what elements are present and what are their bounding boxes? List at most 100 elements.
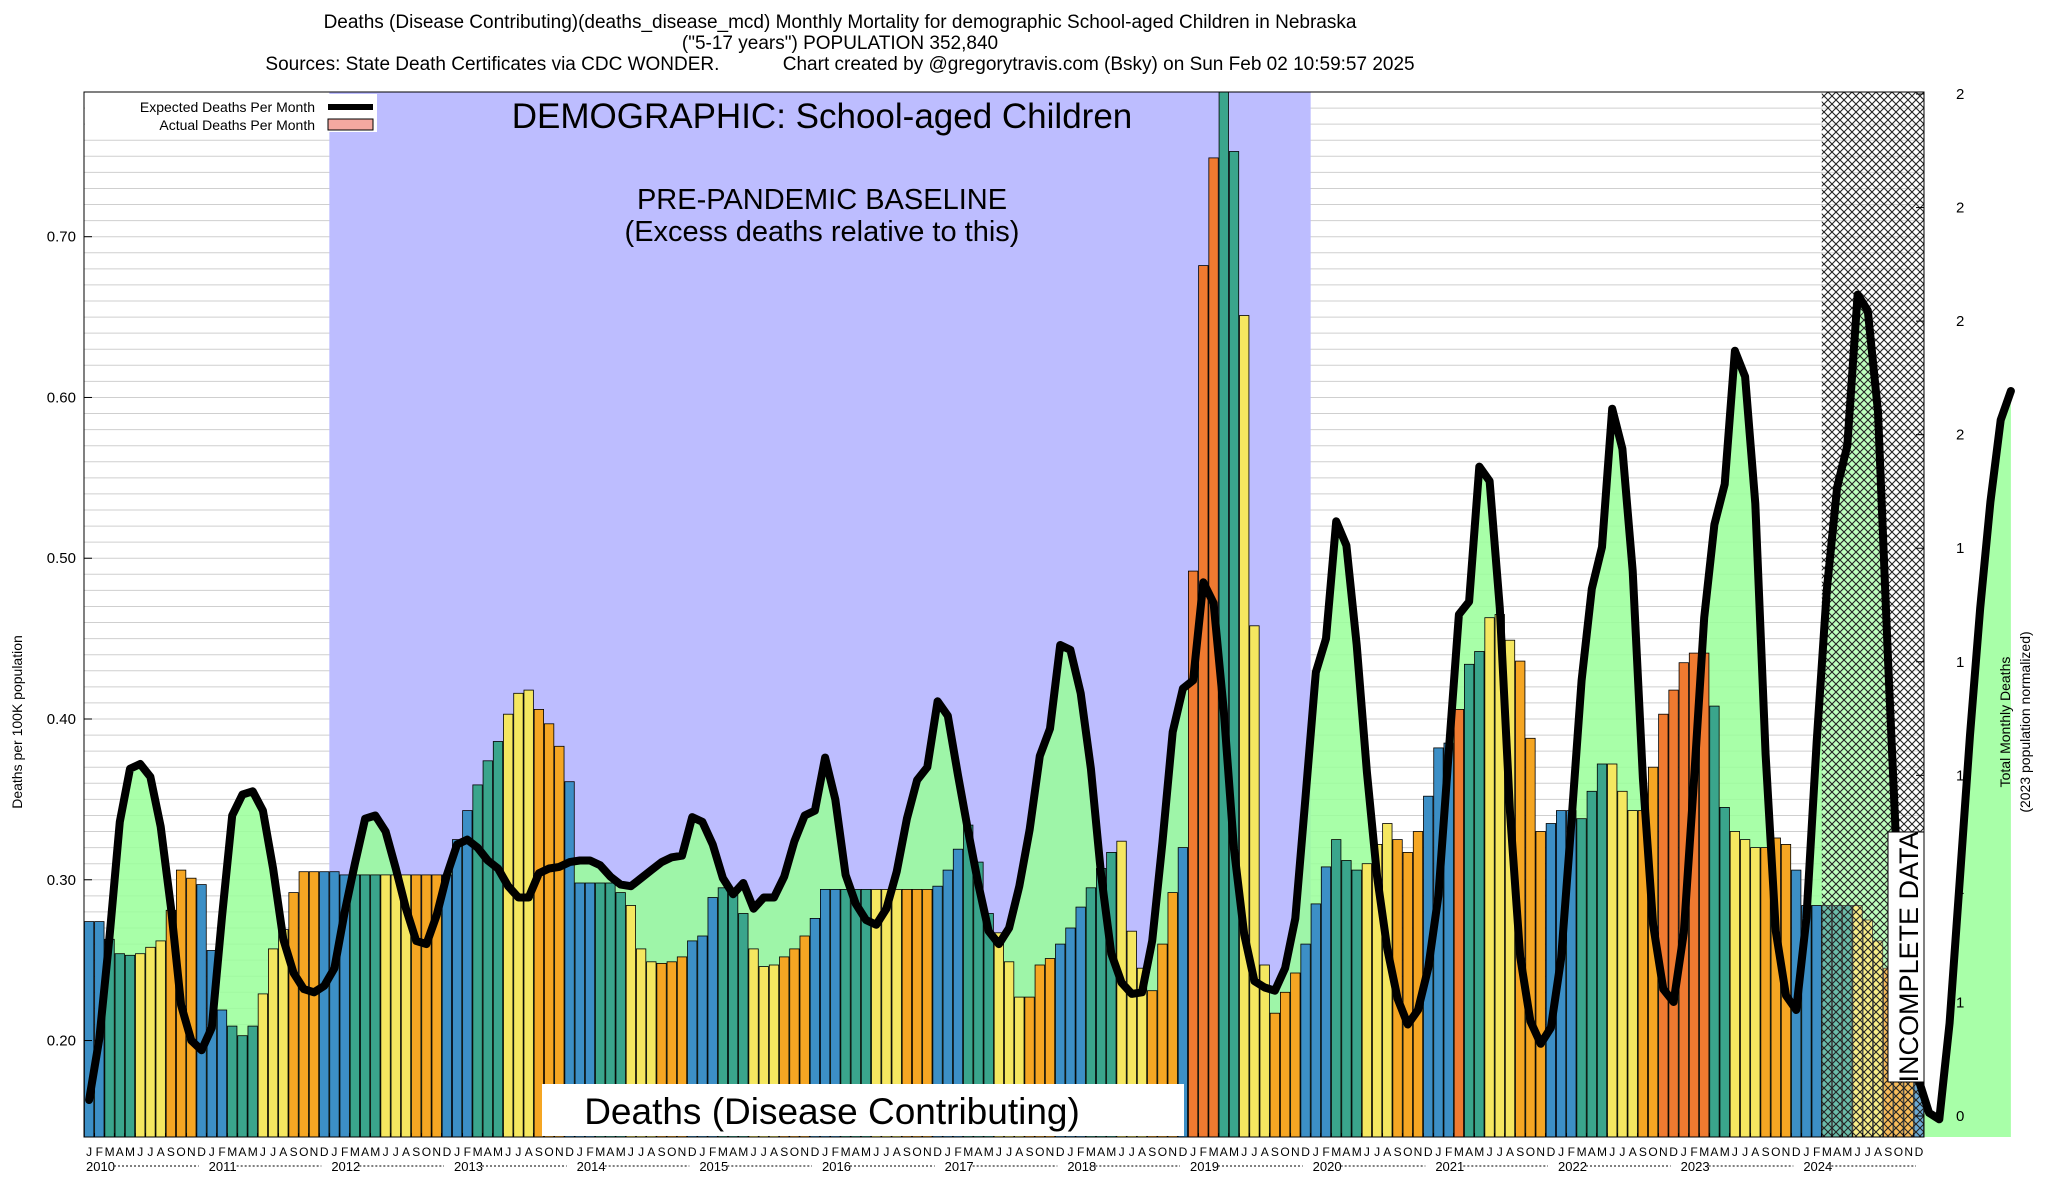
x-month-label: J [751,1145,757,1159]
x-month-label: J [1241,1145,1247,1159]
x-month-label: A [1629,1145,1637,1159]
x-month-label: J [383,1145,389,1159]
x-month-label: A [1383,1145,1391,1159]
actual-bar-2021-5 [1474,651,1485,1138]
actual-bar-2012-5 [370,874,381,1138]
x-month-label: N [310,1145,319,1159]
x-month-label: M [473,1145,483,1159]
actual-bar-2010-5 [124,954,136,1138]
x-month-label: J [1251,1145,1257,1159]
x-month-label: A [852,1145,860,1159]
actual-bar-2023-5 [1719,807,1730,1138]
actual-bar-2012-9 [411,874,422,1138]
x-month-label: J [1742,1145,1748,1159]
x-month-label: D [1056,1145,1065,1159]
x-month-label: D [197,1145,206,1159]
actual-bar-2013-9 [533,709,544,1138]
actual-bar-2021-6 [1484,617,1495,1138]
x-month-label: A [484,1145,492,1159]
actual-bar-2012-1 [329,871,340,1138]
actual-bar-2022-7 [1617,790,1628,1138]
y-tick-label: 0.50 [47,550,76,567]
actual-bar-2020-10 [1402,852,1413,1138]
y-tick-label: 0.30 [47,872,76,889]
chart-sources: Sources: State Death Certificates via CD… [265,54,1415,75]
x-month-label: M [1454,1145,1464,1159]
x-year-label: 2021 [1435,1159,1464,1174]
actual-bar-2022-12 [1668,689,1679,1138]
actual-bar-2012-12 [441,874,452,1138]
x-month-label: N [800,1145,809,1159]
x-month-label: F [832,1145,839,1159]
x-month-label: F [1690,1145,1697,1159]
actual-bar-2023-4 [1709,705,1720,1138]
actual-bar-2012-6 [380,874,391,1138]
x-month-label: F [218,1145,225,1159]
actual-bar-2020-1 [1310,903,1321,1138]
x-month-label: A [729,1145,737,1159]
x-month-label: A [279,1145,287,1159]
x-year-label: 2023 [1681,1159,1710,1174]
x-month-label: J [638,1145,644,1159]
x-month-label: J [1865,1145,1871,1159]
actual-bar-2020-3 [1331,839,1342,1138]
legend-actual-swatch [327,118,374,131]
x-month-label: M [1331,1145,1341,1159]
x-month-label: A [1588,1145,1596,1159]
x-month-label: O [1158,1145,1167,1159]
actual-bar-2011-11 [308,871,320,1138]
x-month-label: J [945,1145,951,1159]
x-month-label: M [1720,1145,1730,1159]
x-month-label: S [1271,1145,1279,1159]
x-year-label: 2024 [1803,1159,1832,1174]
x-month-label: M [1822,1145,1832,1159]
x-month-label: M [1597,1145,1607,1159]
x-month-label: S [1639,1145,1647,1159]
x-month-label: J [331,1145,337,1159]
x-month-label: O [912,1145,921,1159]
x-month-label: J [1119,1145,1125,1159]
x-month-label: A [1261,1145,1269,1159]
actual-bar-2022-6 [1607,763,1618,1138]
actual-bar-2010-7 [145,946,156,1138]
actual-bar-2022-3 [1576,818,1587,1138]
x-month-label: F [341,1145,348,1159]
x-month-label: J [1067,1145,1073,1159]
x-month-label: J [1006,1145,1012,1159]
x-year-label: 2018 [1067,1159,1096,1174]
x-month-label: A [525,1145,533,1159]
x-month-label: F [1445,1145,1452,1159]
x-month-label: J [628,1145,634,1159]
x-month-label: J [883,1145,889,1159]
x-month-label: J [515,1145,521,1159]
metric-box [542,1084,1184,1136]
y2-tick-label: 2 [1956,86,1964,103]
actual-bar-2022-8 [1627,810,1638,1138]
x-month-label: N [1168,1145,1177,1159]
actual-bar-2013-11 [554,745,565,1138]
y-axis-label: Deaths per 100K population [9,635,25,809]
x-month-label: S [780,1145,788,1159]
y2-axis-label-line1: Total Monthly Deaths [1997,657,2013,788]
x-month-label: J [1497,1145,1503,1159]
y2-tick-label: 1 [1956,881,1964,898]
actual-bar-2019-12 [1300,943,1311,1138]
x-month-label: J [822,1145,828,1159]
incomplete-label: INCOMPLETE DATA [1894,831,1924,1082]
x-month-label: O [1403,1145,1412,1159]
actual-bar-2010-1 [84,921,95,1138]
actual-bar-2011-7 [267,948,279,1138]
y2-tick-label: 2 [1956,200,1964,217]
x-month-label: F [1077,1145,1084,1159]
x-month-label: N [432,1145,441,1159]
chart-subtitle: ("5-17 years") POPULATION 352,840 [681,33,999,54]
x-month-label: A [1751,1145,1759,1159]
x-month-label: O [299,1145,308,1159]
x-month-label: J [137,1145,143,1159]
legend: Expected Deaths Per Month Actual Deaths … [85,94,377,133]
x-month-label: J [996,1145,1002,1159]
x-month-label: J [1619,1145,1625,1159]
x-month-label: M [1352,1145,1362,1159]
x-month-label: F [1813,1145,1820,1159]
x-month-label: M [493,1145,503,1159]
